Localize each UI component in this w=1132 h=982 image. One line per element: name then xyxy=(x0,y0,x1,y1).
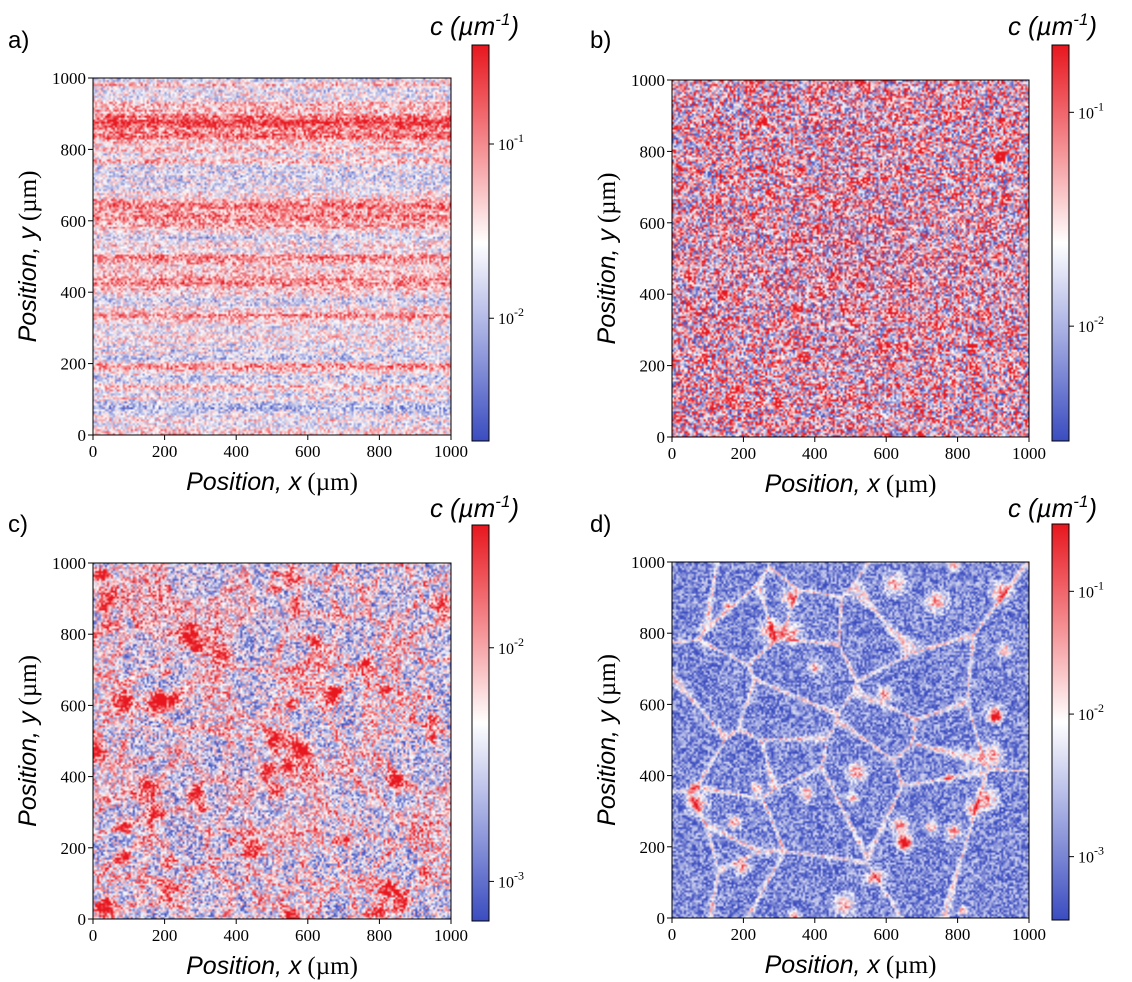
y-tick-label: 600 xyxy=(640,214,666,233)
x-tick-label: 1000 xyxy=(1012,444,1046,463)
x-tick-label: 0 xyxy=(89,442,98,461)
x-tick-label: 0 xyxy=(668,444,677,463)
y-tick-label: 1000 xyxy=(52,554,86,573)
y-tick-label: 1000 xyxy=(631,71,665,90)
x-tick-label: 1000 xyxy=(1012,925,1046,944)
x-tick-label: 0 xyxy=(668,925,677,944)
y-tick-label: 200 xyxy=(61,839,87,858)
colorbar xyxy=(1051,523,1070,921)
x-tick-label: 200 xyxy=(731,444,757,463)
x-tick-label: 600 xyxy=(295,442,321,461)
heatmap-image xyxy=(93,563,451,919)
colorbar-tick-label: 10-2 xyxy=(1078,313,1104,336)
colorbar xyxy=(471,44,490,442)
heatmap-image xyxy=(672,80,1029,437)
panel-letter: b) xyxy=(590,27,611,54)
y-axis-label: Position, y(µm) xyxy=(14,171,42,343)
y-tick-label: 1000 xyxy=(631,553,665,572)
y-tick-label: 600 xyxy=(61,696,87,715)
heatmap-image xyxy=(672,562,1029,918)
heatmap-image xyxy=(93,78,451,435)
colorbar-label: c (µm-1) xyxy=(1008,492,1097,523)
colorbar-label: c (µm-1) xyxy=(430,10,519,41)
y-tick-label: 800 xyxy=(640,142,666,161)
y-axis-label: Position, y(µm) xyxy=(593,173,621,345)
panel-d: d) 00 200 200 400 400 600 600 800 800 1000 1000 Posi… xyxy=(590,492,1104,979)
x-tick-label: 400 xyxy=(223,442,249,461)
x-tick-label: 400 xyxy=(223,926,249,945)
plot-frame xyxy=(92,77,452,436)
x-tick-label: 400 xyxy=(802,444,828,463)
colorbar-label: c (µm-1) xyxy=(430,492,519,523)
panel-a: a) 00 200 200 400 400 600 600 800 800 1000 1000 Posi… xyxy=(8,10,524,496)
panel-letter: a) xyxy=(8,27,29,54)
y-axis-label: Position, y(µm) xyxy=(593,654,621,826)
x-tick-label: 200 xyxy=(152,442,178,461)
x-tick-label: 0 xyxy=(89,926,98,945)
colorbar-tick-label: 10-1 xyxy=(498,131,524,154)
plot-frame xyxy=(671,79,1030,438)
y-tick-label: 0 xyxy=(657,909,666,928)
x-tick-label: 600 xyxy=(873,925,899,944)
x-tick-label: 600 xyxy=(295,926,321,945)
colorbar-tick-label: 10-2 xyxy=(498,305,524,328)
y-tick-label: 800 xyxy=(640,624,666,643)
y-tick-label: 800 xyxy=(61,625,87,644)
y-tick-label: 200 xyxy=(640,838,666,857)
y-tick-label: 0 xyxy=(78,910,87,929)
y-tick-label: 1000 xyxy=(52,69,86,88)
x-tick-label: 800 xyxy=(367,442,393,461)
y-tick-label: 400 xyxy=(61,768,87,787)
colorbar-tick-label: 10-2 xyxy=(1078,701,1104,724)
colorbar xyxy=(1051,44,1070,442)
colorbar xyxy=(471,524,490,922)
y-tick-label: 800 xyxy=(61,140,87,159)
panel-letter: c) xyxy=(8,511,28,538)
x-axis-label: Position, x (µm) xyxy=(186,952,358,980)
y-tick-label: 200 xyxy=(640,357,666,376)
x-axis-label: Position, x (µm) xyxy=(186,468,358,496)
y-tick-label: 400 xyxy=(640,285,666,304)
y-tick-label: 600 xyxy=(640,695,666,714)
colorbar-tick-label: 10-1 xyxy=(1078,578,1104,601)
x-tick-label: 1000 xyxy=(434,926,468,945)
x-tick-label: 800 xyxy=(367,926,393,945)
colorbar-tick-label: 10-3 xyxy=(498,868,524,891)
y-tick-label: 400 xyxy=(61,283,87,302)
colorbar-tick-label: 10-1 xyxy=(1078,99,1104,122)
x-tick-label: 600 xyxy=(873,444,899,463)
x-tick-label: 800 xyxy=(945,925,971,944)
y-tick-label: 200 xyxy=(61,355,87,374)
y-axis-label: Position, y(µm) xyxy=(14,655,42,827)
x-tick-label: 400 xyxy=(802,925,828,944)
x-tick-label: 800 xyxy=(945,444,971,463)
x-axis-label: Position, x (µm) xyxy=(765,951,937,979)
y-tick-label: 600 xyxy=(61,212,87,231)
x-tick-label: 200 xyxy=(152,926,178,945)
colorbar-tick-label: 10-3 xyxy=(1078,844,1104,867)
x-tick-label: 200 xyxy=(731,925,757,944)
y-tick-label: 0 xyxy=(657,428,666,447)
plot-frame xyxy=(92,562,452,920)
colorbar-label: c (µm-1) xyxy=(1008,10,1097,41)
plot-frame xyxy=(671,561,1030,919)
panel-letter: d) xyxy=(590,511,611,538)
x-tick-label: 1000 xyxy=(434,442,468,461)
y-tick-label: 0 xyxy=(78,426,87,445)
panel-b: b) 00 200 200 400 400 600 600 800 800 1000 1000 Posi… xyxy=(590,10,1104,498)
colorbar-tick-label: 10-2 xyxy=(498,635,524,658)
x-axis-label: Position, x (µm) xyxy=(765,470,937,498)
y-tick-label: 400 xyxy=(640,767,666,786)
panel-c: c) 00 200 200 400 400 600 600 800 800 1000 1000 Posi… xyxy=(8,492,524,980)
